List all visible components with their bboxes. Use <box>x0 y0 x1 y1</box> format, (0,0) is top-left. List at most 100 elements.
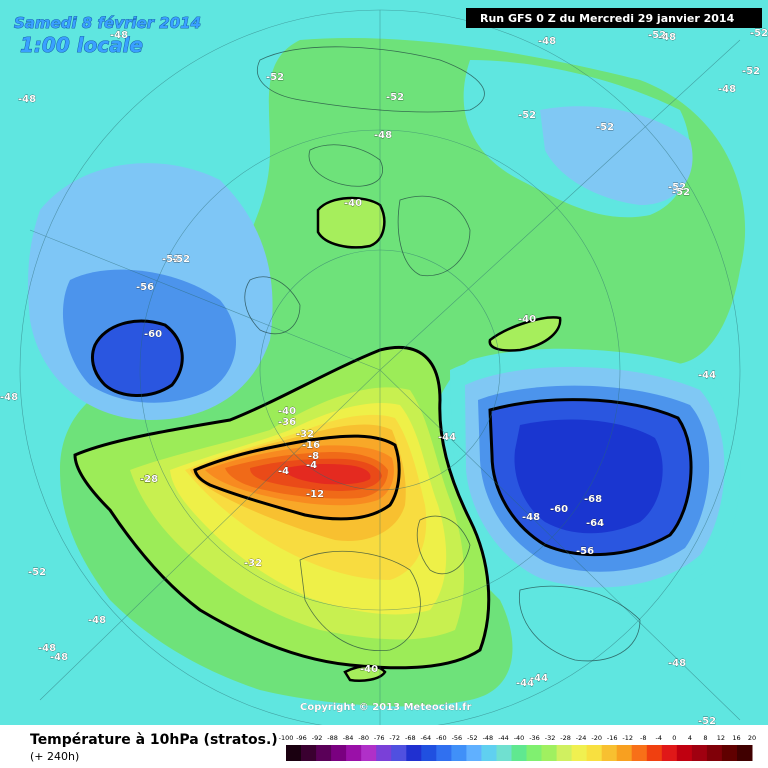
coastlines <box>244 46 641 662</box>
contour-label: -68 <box>584 494 602 505</box>
legend-tick-label: -8 <box>640 734 646 742</box>
contour-labels: -48 -48 -48 -52 -52 -48 -52 -52 -52 -52 … <box>0 28 768 727</box>
legend-tick-label: 8 <box>703 734 707 742</box>
legend-tick-label: -100 <box>279 734 294 742</box>
legend-tick-label: -60 <box>436 734 447 742</box>
zone-minus52-siberia <box>540 106 693 205</box>
legend-tick-label: -16 <box>607 734 618 742</box>
contour-label: -52 <box>750 28 768 39</box>
legend-swatch <box>481 745 497 761</box>
contour-label: -44 <box>698 370 716 381</box>
contour-label: -48 <box>110 30 128 41</box>
contour-minus20-warm <box>193 434 401 521</box>
contour-label: -48 <box>50 652 68 663</box>
legend-tick-label: -4 <box>656 734 662 742</box>
contour-label: -48 <box>0 392 18 403</box>
contour-minus40-south <box>343 664 387 682</box>
legend-swatch <box>721 745 738 761</box>
contour-label: -48 <box>538 36 556 47</box>
legend-swatch <box>496 745 512 761</box>
legend-tick-label: 0 <box>672 734 676 742</box>
contour-label: -32 <box>296 429 314 440</box>
contour-label: -36 <box>278 417 296 428</box>
contour-label: -52 <box>518 110 536 121</box>
legend-tick-label: -80 <box>358 734 369 742</box>
legend-color-scale <box>286 745 753 761</box>
contour-label: -52 <box>698 716 716 727</box>
contour-label: -60 <box>144 329 162 340</box>
legend-tick-label: -96 <box>296 734 307 742</box>
legend-swatch <box>737 745 753 761</box>
legend-swatch <box>421 745 437 761</box>
contour-minus60-siberia <box>488 398 693 557</box>
legend-tick-label: -32 <box>545 734 556 742</box>
contour-label: -32 <box>244 558 262 569</box>
contour-label: -28 <box>140 474 158 485</box>
contour-label: -60 <box>550 504 568 515</box>
legend-swatch <box>691 745 708 761</box>
run-line: Run GFS 0 Z du Mercredi 29 janvier 2014 <box>480 12 735 25</box>
contour-label: -48 <box>374 130 392 141</box>
legend-tick-label: -92 <box>312 734 323 742</box>
legend-tick-label: -52 <box>467 734 478 742</box>
contour-label: -52 <box>162 254 180 265</box>
legend-swatch <box>451 745 467 761</box>
legend-swatch <box>511 745 527 761</box>
legend-swatch <box>706 745 723 761</box>
legend-subtitle: (+ 240h) <box>30 750 79 763</box>
legend-swatch <box>406 745 422 761</box>
contour-label: -48 <box>522 512 540 523</box>
contour-label: -48 <box>18 94 36 105</box>
legend-tick-label: -72 <box>389 734 400 742</box>
contour-label: -44 <box>516 678 534 689</box>
contour-label: -56 <box>136 282 154 293</box>
graticule <box>19 9 741 731</box>
contour-label: -44 <box>438 432 456 443</box>
contour-label: -52 <box>648 30 666 41</box>
contour-label: -16 <box>302 440 320 451</box>
legend-swatch <box>586 745 603 761</box>
run-box <box>466 8 762 28</box>
contour-minus60-america <box>91 319 184 397</box>
legend-tick-label: -40 <box>514 734 525 742</box>
contour-minus40-warm <box>73 345 491 670</box>
legend-swatch <box>286 745 302 761</box>
contour-label: -48 <box>658 32 676 43</box>
contour-label: -48 <box>88 615 106 626</box>
contour-label: -40 <box>518 314 536 325</box>
zone-minus4 <box>285 463 371 485</box>
contour-label: -28 <box>140 474 158 485</box>
legend-tick-label: -36 <box>529 734 540 742</box>
contour-label: -52 <box>672 187 690 198</box>
legend-swatch <box>301 745 317 761</box>
legend-tick-label: -24 <box>576 734 587 742</box>
contour-label: -56 <box>576 546 594 557</box>
contour-label: -40 <box>344 198 362 209</box>
zone-minus40-blob-north <box>316 196 386 249</box>
contour-label: -48 <box>718 84 736 95</box>
contour-label: -4 <box>278 466 289 477</box>
legend-tick-label: -28 <box>560 734 571 742</box>
legend-swatch <box>316 745 332 761</box>
contour-label: -12 <box>306 489 324 500</box>
legend-swatch <box>631 745 648 761</box>
legend-tick-label: 16 <box>732 734 740 742</box>
contour-label: -48 <box>668 658 686 669</box>
contour-label: -44 <box>530 673 548 684</box>
contour-label: -48 <box>38 643 56 654</box>
legend-tick-label: -12 <box>622 734 633 742</box>
zone-minus60-america <box>92 321 183 396</box>
copyright: Copyright © 2013 Meteociel.fr <box>300 702 471 713</box>
contour-label: -52 <box>386 92 404 103</box>
legend-tick-label: -84 <box>343 734 354 742</box>
contour-label: -40 <box>278 406 296 417</box>
contour-label: -40 <box>360 664 378 675</box>
legend-swatch <box>676 745 693 761</box>
legend-tick-label: -48 <box>483 734 494 742</box>
date-line: Samedi 8 février 2014 <box>14 14 201 32</box>
legend-swatch <box>436 745 452 761</box>
legend-tick-label: -88 <box>327 734 338 742</box>
legend-tick-label: -20 <box>591 734 602 742</box>
legend-swatch <box>466 745 482 761</box>
